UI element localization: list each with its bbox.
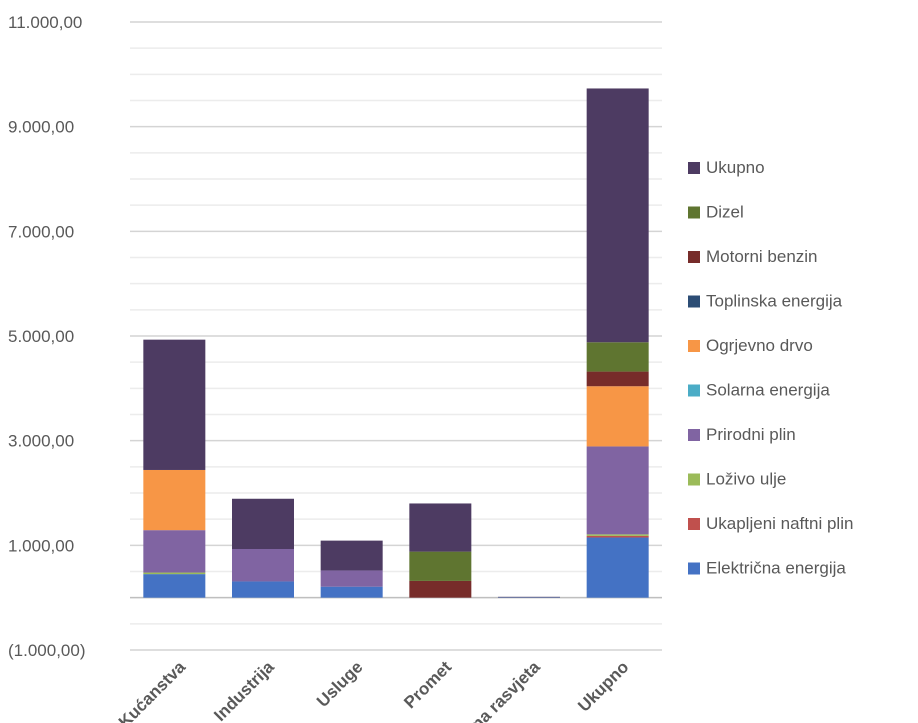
legend: Ukupno Dizel Motorni benzin Toplinska energ… xyxy=(688,158,853,578)
bar-segment xyxy=(586,342,649,372)
bar-segment xyxy=(232,581,294,598)
x-category-label: Kućanstva xyxy=(115,657,190,723)
y-tick-label: 9.000,00 xyxy=(8,118,74,137)
bar-segment xyxy=(143,574,206,598)
legend-label: Solarna energija xyxy=(706,381,830,400)
grid-lines xyxy=(130,21,662,651)
bar-segment xyxy=(586,371,649,387)
legend-label: Loživo ulje xyxy=(706,470,786,489)
legend-swatch xyxy=(688,473,700,486)
legend-swatch xyxy=(688,518,700,530)
legend-label: Toplinska energija xyxy=(706,292,843,311)
bar-segment xyxy=(143,572,206,575)
legend-swatch xyxy=(688,429,700,441)
bar-segment xyxy=(586,537,649,598)
y-tick-label: 1.000,00 xyxy=(8,536,74,555)
legend-swatch xyxy=(688,340,700,352)
bar-segment xyxy=(498,597,560,598)
bar-segment xyxy=(586,534,649,536)
legend-swatch xyxy=(688,295,700,308)
legend-label: Ogrjevno drvo xyxy=(706,336,813,355)
x-category-label: Promet xyxy=(400,657,455,712)
y-tick-label: 7.000,00 xyxy=(8,222,74,241)
bar-segment xyxy=(143,469,206,531)
legend-swatch xyxy=(688,384,700,397)
x-category-label: Usluge xyxy=(313,657,367,711)
legend-swatch xyxy=(688,562,700,575)
bar-segment xyxy=(409,580,472,598)
bar-segment xyxy=(320,586,383,598)
bar-segment xyxy=(409,551,472,581)
legend-swatch xyxy=(688,206,700,219)
x-category-label: Industrija xyxy=(210,657,278,723)
bar-segment xyxy=(143,530,206,573)
bar-segment xyxy=(586,88,649,343)
bar-segment xyxy=(409,503,472,552)
bar-segment xyxy=(232,548,294,582)
legend-label: Dizel xyxy=(706,203,744,222)
y-tick-label: 3.000,00 xyxy=(8,432,74,451)
bar-segment xyxy=(586,386,649,447)
x-category-label: Ukupno xyxy=(574,657,632,715)
bar-segment xyxy=(232,498,294,549)
bar-segment xyxy=(498,596,560,598)
bars xyxy=(143,88,649,598)
bar-segment xyxy=(586,535,649,538)
y-tick-label: 5.000,00 xyxy=(8,327,74,346)
x-category-label: Javna rasvjeta xyxy=(448,657,545,723)
y-tick-label: 11.000,00 xyxy=(8,13,82,32)
bar-segment xyxy=(586,446,649,535)
legend-label: Ukupno xyxy=(706,158,765,177)
legend-label: Električna energija xyxy=(706,559,846,578)
y-axis-labels: (1.000,00) 1.000,00 3.000,00 5.000,00 7.000,… xyxy=(8,13,86,660)
bar-segment xyxy=(143,339,206,470)
legend-label: Motorni benzin xyxy=(706,247,818,266)
legend-swatch xyxy=(688,251,700,263)
legend-label: Ukapljeni naftni plin xyxy=(706,514,853,533)
bar-segment xyxy=(320,570,383,587)
legend-swatch xyxy=(688,162,700,174)
y-tick-label: (1.000,00) xyxy=(8,641,86,660)
legend-label: Prirodni plin xyxy=(706,425,796,444)
bar-segment xyxy=(320,540,383,571)
